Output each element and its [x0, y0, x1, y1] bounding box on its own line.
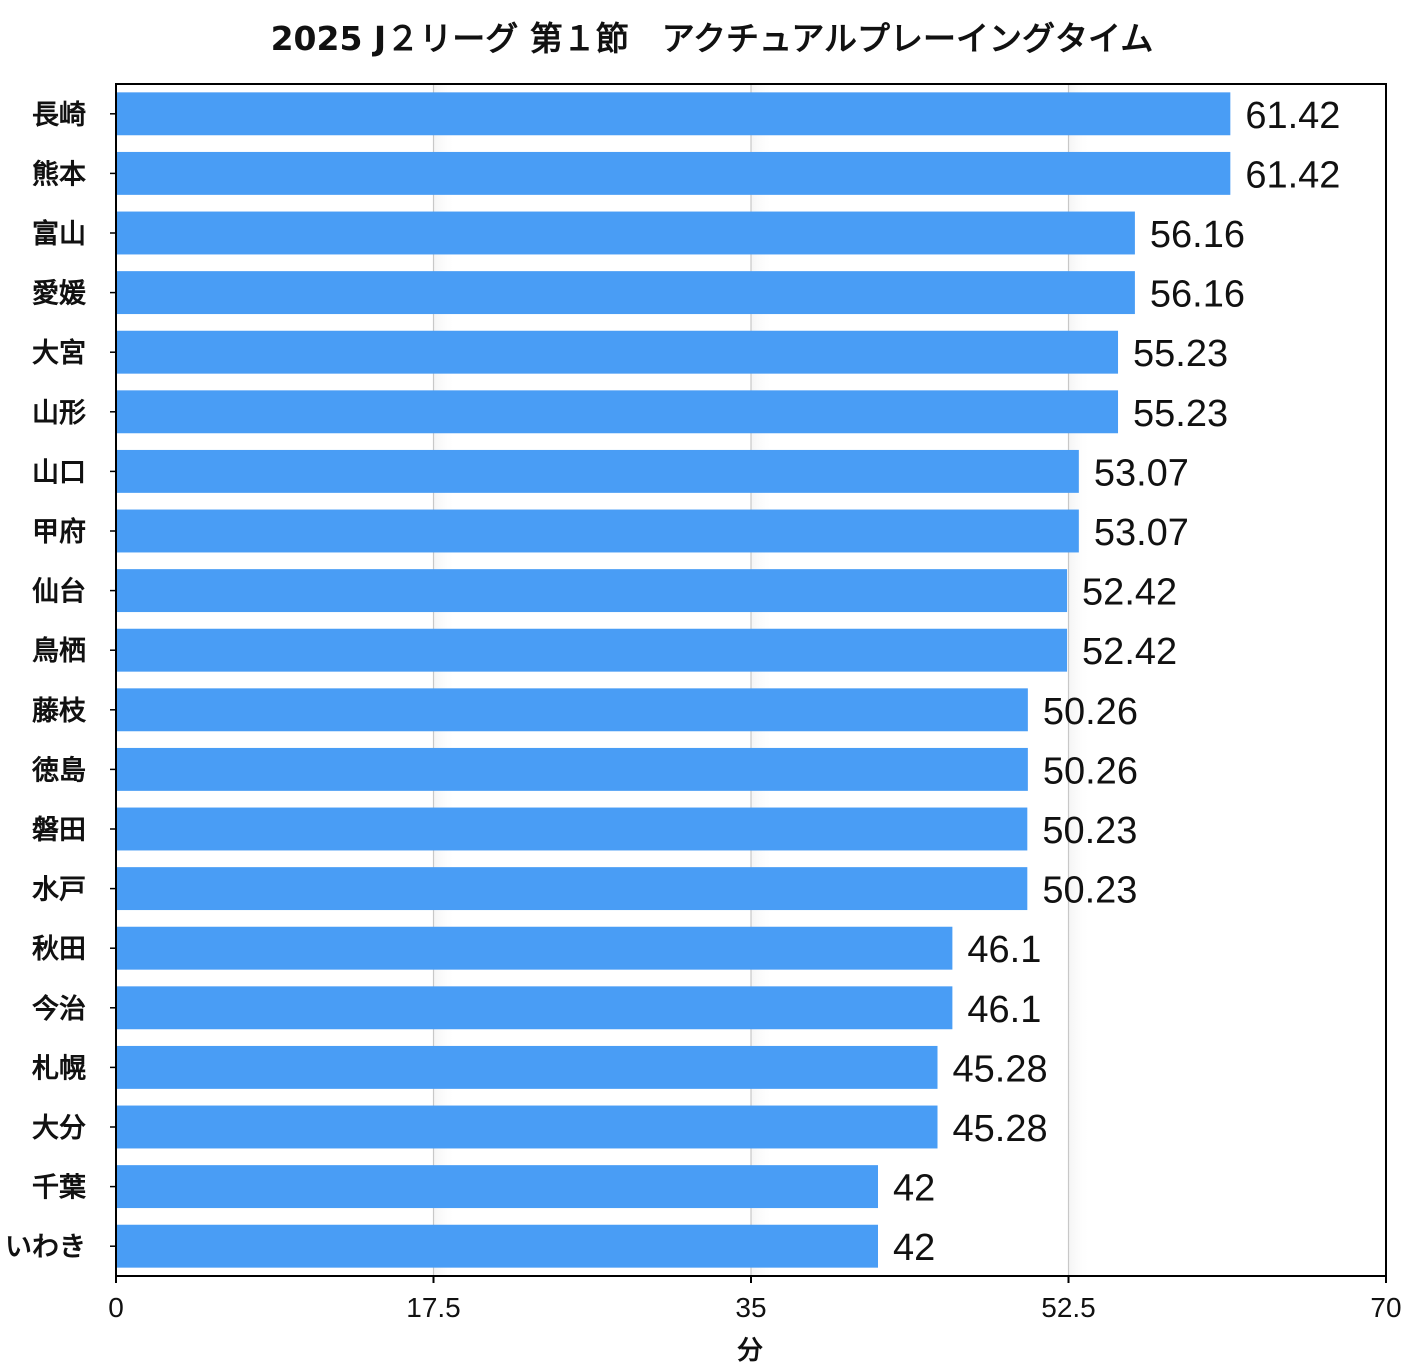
bar	[117, 986, 953, 1030]
bar	[117, 92, 1231, 136]
bar	[117, 926, 953, 970]
value-label: 56.16	[1150, 274, 1245, 316]
bar	[117, 211, 1135, 255]
category-label: 札幌	[32, 1053, 86, 1084]
category-label: 大分	[32, 1113, 86, 1144]
value-label: 42	[893, 1227, 935, 1269]
x-tick-label: 70	[1370, 1292, 1401, 1323]
bar	[117, 807, 1028, 851]
grid-layer	[432, 84, 1091, 1276]
value-label: 55.23	[1133, 333, 1228, 375]
category-label: 藤枝	[32, 696, 87, 727]
value-label: 53.07	[1094, 452, 1189, 494]
category-label: 磐田	[32, 815, 86, 846]
x-axis-label: 分	[736, 1336, 763, 1366]
category-label: 熊本	[32, 158, 86, 190]
gridline-shade	[1068, 84, 1091, 1276]
bar	[117, 867, 1028, 911]
category-label: 甲府	[32, 516, 86, 548]
value-label: 50.23	[1042, 810, 1137, 852]
bar	[117, 569, 1068, 613]
bar	[117, 390, 1119, 434]
value-label: 42	[893, 1168, 935, 1210]
bar	[117, 330, 1119, 374]
gridline-shade	[433, 84, 456, 1276]
category-label: 山形	[32, 398, 86, 429]
bar	[117, 271, 1135, 315]
category-label: 今治	[32, 993, 86, 1025]
bar	[117, 1105, 938, 1149]
value-label: 45.28	[953, 1048, 1048, 1090]
bar	[117, 688, 1028, 732]
bar	[117, 747, 1028, 791]
bar	[117, 1224, 878, 1268]
gridline-shade	[751, 84, 773, 1276]
category-label: 徳島	[31, 755, 86, 786]
bar	[117, 1165, 878, 1209]
category-label: 秋田	[32, 934, 86, 965]
value-label: 50.26	[1043, 691, 1138, 733]
category-label: 仙台	[32, 576, 86, 608]
bar	[117, 509, 1079, 553]
value-label: 50.23	[1042, 870, 1137, 912]
bar-layer	[117, 92, 1231, 1268]
value-label: 61.42	[1245, 154, 1340, 196]
x-tick-label: 17.5	[406, 1292, 461, 1323]
value-label: 53.07	[1094, 512, 1189, 554]
category-label: 大宮	[32, 337, 86, 369]
value-label: 52.42	[1082, 631, 1177, 673]
category-label: 富山	[32, 218, 86, 250]
category-label: 愛媛	[32, 279, 87, 310]
value-label: 61.42	[1245, 95, 1340, 137]
value-label: 55.23	[1133, 393, 1228, 435]
axis-layer: 0 17.5 35 52.5 70	[108, 113, 1402, 1323]
category-label: 長崎	[32, 100, 86, 131]
bar	[117, 1045, 938, 1089]
value-label: 46.1	[967, 989, 1041, 1031]
value-label: 56.16	[1150, 214, 1245, 256]
value-label: 52.42	[1082, 572, 1177, 614]
x-tick-label: 35	[735, 1292, 766, 1323]
value-label: 50.26	[1043, 750, 1138, 792]
x-tick-label: 0	[108, 1292, 124, 1323]
category-label: 水戸	[32, 875, 86, 906]
value-label: 46.1	[967, 929, 1041, 971]
category-label: 鳥栖	[32, 636, 86, 667]
category-label: いわき	[5, 1232, 86, 1263]
category-label: 山口	[32, 457, 86, 488]
bar	[117, 449, 1079, 493]
label-layer: 61.42 長崎 61.42 熊本 56.16 富山 56.16 愛媛 55.23 大宮 55.23…	[5, 95, 1340, 1269]
category-label: 千葉	[32, 1173, 87, 1204]
chart-title: 2025 J２リーグ 第１節 アクチュアルプレーイングタイム	[270, 19, 1154, 58]
x-tick-label: 52.5	[1041, 1292, 1096, 1323]
bar	[117, 628, 1068, 672]
bar	[117, 151, 1231, 195]
value-label: 45.28	[953, 1108, 1048, 1150]
